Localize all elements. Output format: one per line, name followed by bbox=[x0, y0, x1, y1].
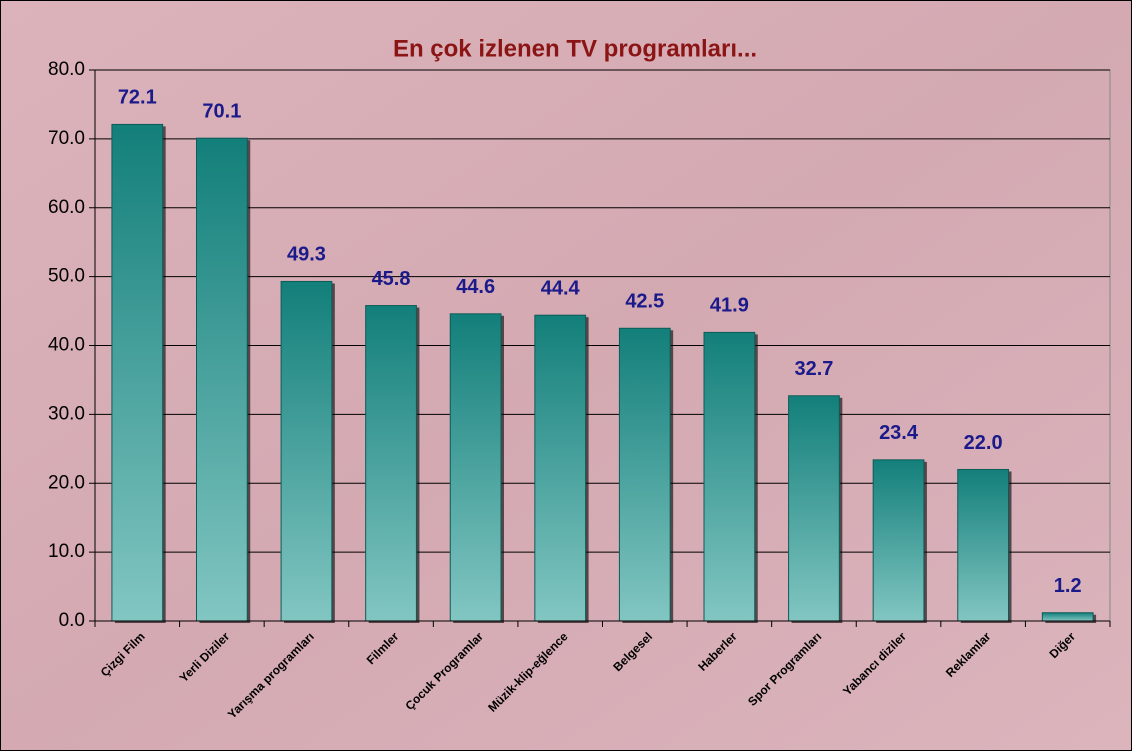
y-tick-label: 80.0 bbox=[48, 59, 85, 80]
bar bbox=[618, 327, 671, 622]
value-label: 49.3 bbox=[287, 244, 326, 266]
chart-title: En çok izlenen TV programları... bbox=[393, 35, 757, 62]
value-label: 22.0 bbox=[964, 432, 1003, 454]
value-label: 72.1 bbox=[118, 87, 157, 109]
y-tick-label: 40.0 bbox=[48, 335, 85, 356]
y-tick-label: 10.0 bbox=[48, 541, 85, 562]
bar bbox=[788, 395, 840, 622]
bar bbox=[280, 280, 333, 622]
value-label: 44.6 bbox=[456, 276, 495, 298]
value-label: 70.1 bbox=[202, 100, 241, 122]
value-label: 23.4 bbox=[879, 422, 919, 444]
bar bbox=[111, 123, 164, 622]
y-tick-label: 70.0 bbox=[48, 128, 85, 149]
y-tick-label: 50.0 bbox=[48, 266, 85, 287]
bar bbox=[534, 314, 587, 622]
y-tick-label: 30.0 bbox=[48, 403, 85, 424]
y-tick-label: 20.0 bbox=[48, 472, 85, 493]
value-label: 32.7 bbox=[794, 358, 833, 380]
bar bbox=[365, 305, 417, 622]
bar bbox=[196, 137, 248, 622]
value-label: 41.9 bbox=[710, 295, 749, 317]
bar bbox=[703, 331, 756, 622]
bar bbox=[957, 468, 1009, 622]
bar bbox=[1041, 612, 1094, 622]
bar bbox=[449, 313, 502, 622]
value-label: 44.4 bbox=[541, 277, 581, 299]
y-tick-label: 60.0 bbox=[48, 197, 85, 218]
y-tick-label: 0.0 bbox=[59, 610, 85, 631]
value-label: 42.5 bbox=[625, 291, 664, 313]
bar bbox=[872, 459, 925, 622]
value-label: 1.2 bbox=[1054, 575, 1082, 597]
value-label: 45.8 bbox=[372, 268, 411, 290]
